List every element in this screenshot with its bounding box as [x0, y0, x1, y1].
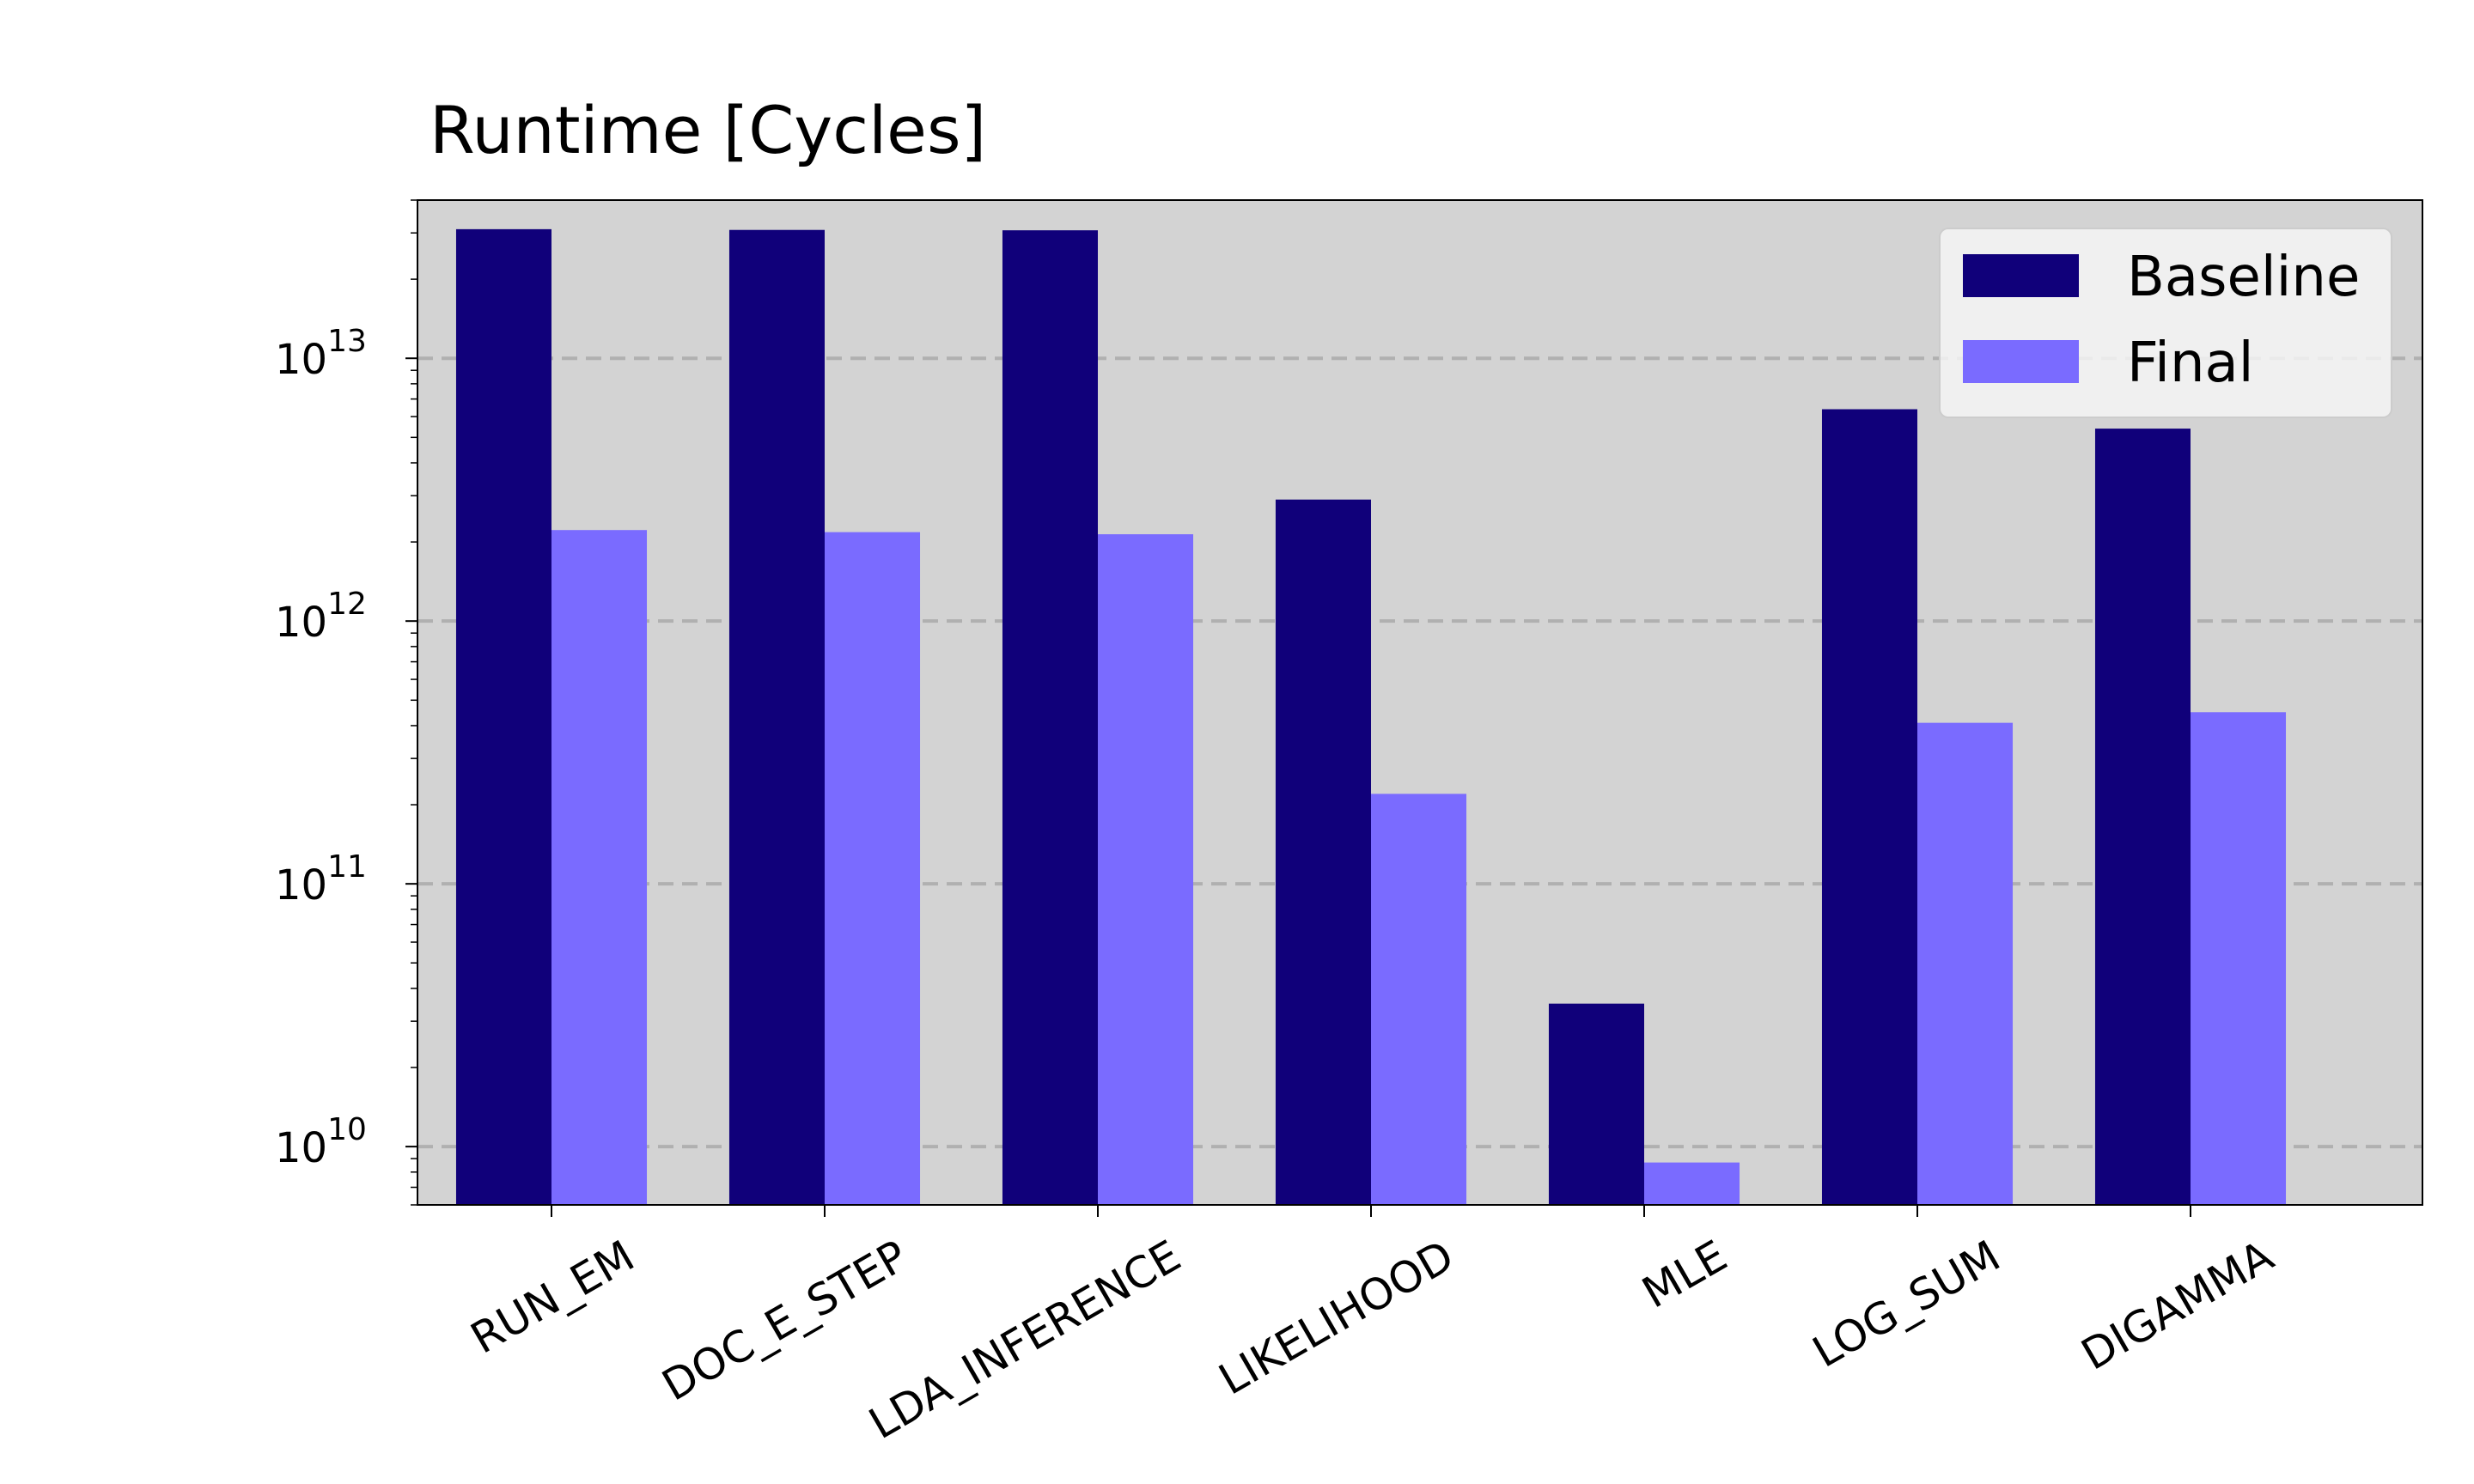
bar-baseline-digamma — [2094, 429, 2191, 1206]
legend-swatch-baseline — [1963, 254, 2079, 297]
legend-label-baseline: Baseline — [2127, 246, 2360, 309]
legend: Baseline Final — [1939, 228, 2392, 418]
x-tick-label: DIGAMMA — [2073, 1231, 2282, 1380]
y-tick-label: 1013 — [275, 324, 367, 384]
y-tick-label: 1011 — [275, 849, 367, 909]
legend-swatch-final — [1963, 340, 2079, 383]
bar-final-log-sum — [1917, 722, 2014, 1205]
bar-baseline-lda-inference — [1002, 230, 1098, 1205]
bars — [455, 228, 2287, 1206]
legend-label-final: Final — [2127, 331, 2254, 395]
y-tick-label: 1010 — [275, 1112, 367, 1172]
bar-final-mle — [1644, 1162, 1740, 1205]
y-axis: 1010 1011 1012 1013 — [275, 199, 417, 1206]
bar-baseline-mle — [1548, 1003, 1644, 1205]
bar-baseline-doc-e-step — [728, 229, 825, 1205]
bar-baseline-likelihood — [1275, 499, 1371, 1205]
x-tick-label: MLE — [1634, 1231, 1735, 1318]
bar-baseline-log-sum — [1821, 409, 1917, 1205]
plot-frame — [417, 199, 2423, 1206]
bar-final-likelihood — [1371, 794, 1467, 1205]
x-tick-label: RUN_EM — [462, 1231, 643, 1363]
x-tick-label: DOC_E_STEP — [654, 1231, 916, 1410]
chart-title: Runtime [Cycles] — [430, 92, 986, 168]
bar-final-run-em — [551, 530, 648, 1205]
y-tick-label: 1012 — [275, 587, 367, 647]
x-tick-label: LIKELIHOOD — [1210, 1231, 1462, 1404]
bar-final-doc-e-step — [825, 532, 921, 1205]
bar-final-lda-inference — [1098, 534, 1194, 1205]
bar-baseline-run-em — [455, 228, 551, 1205]
x-tick-label: LOG_SUM — [1805, 1231, 2008, 1378]
bar-final-digamma — [2191, 712, 2287, 1205]
x-tick-label: LDA_INFERENCE — [861, 1231, 1189, 1449]
